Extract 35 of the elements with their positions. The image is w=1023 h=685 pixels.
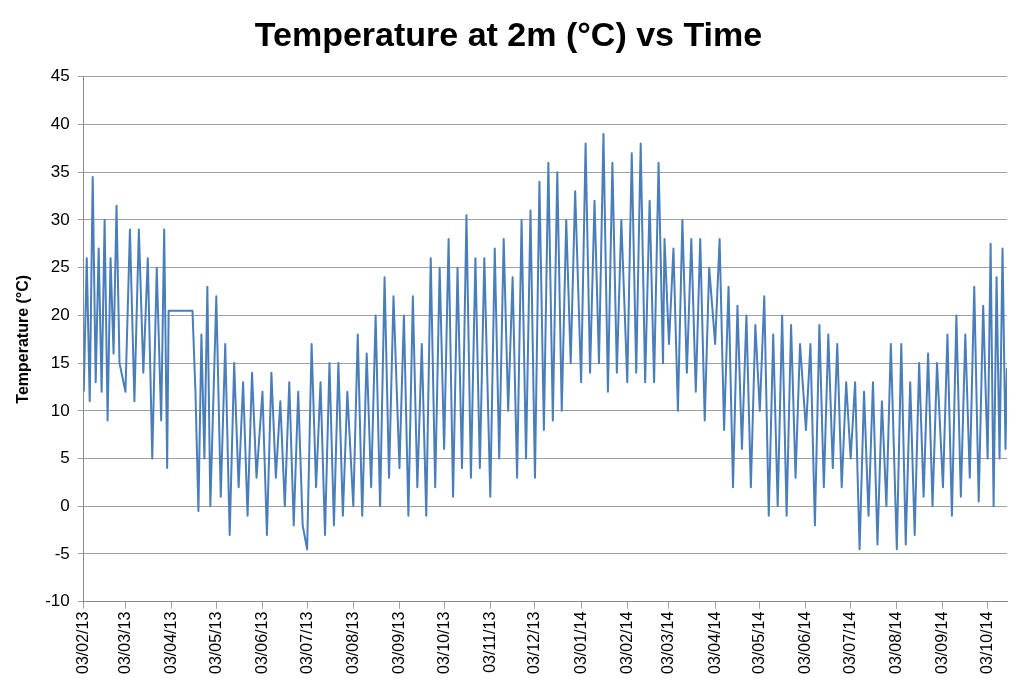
y-tick-label: 0 <box>60 495 70 515</box>
x-tick-label: 03/08/14 <box>887 611 905 674</box>
x-tick-label: 03/07/13 <box>297 611 315 674</box>
x-tick-label: 03/06/13 <box>252 611 270 674</box>
x-tick-label: 03/09/14 <box>933 611 951 674</box>
x-tick-label: 03/08/13 <box>343 611 361 674</box>
y-tick-label: 40 <box>50 114 70 134</box>
y-tick-label: 10 <box>50 400 70 420</box>
y-tick-label: 20 <box>50 305 70 325</box>
x-tick-label: 03/04/13 <box>162 611 180 674</box>
y-tick-label: -5 <box>54 543 70 563</box>
x-tick-label: 03/03/14 <box>659 611 677 674</box>
x-tick-label: 03/02/14 <box>617 611 635 674</box>
x-tick-label: 03/09/13 <box>389 611 407 674</box>
x-tick-label: 03/06/14 <box>796 611 814 674</box>
y-tick-label: 5 <box>60 448 70 468</box>
y-axis-title: Temperature (°C) <box>14 274 32 404</box>
x-tick-label: 03/05/13 <box>206 611 224 674</box>
y-tick-label: 25 <box>50 257 70 277</box>
y-tick-label: -10 <box>45 591 70 611</box>
y-tick-label: 30 <box>50 209 70 229</box>
x-tick-label: 03/07/14 <box>841 611 859 674</box>
y-tick-label: 45 <box>50 66 70 86</box>
x-tick-label: 03/11/13 <box>480 611 498 673</box>
x-tick-label: 03/05/14 <box>750 611 768 674</box>
y-tick-label: 15 <box>50 352 70 372</box>
x-tick-label: 03/12/13 <box>525 611 543 674</box>
y-tick-label: 35 <box>50 161 70 181</box>
x-tick-label: 03/10/14 <box>978 611 996 674</box>
x-tick-label: 03/02/13 <box>74 611 92 674</box>
chart-title: Temperature at 2m (°C) vs Time <box>254 14 763 53</box>
x-tick-label: 03/01/14 <box>571 611 589 674</box>
x-tick-label: 03/03/13 <box>115 611 133 674</box>
x-tick-label: 03/04/14 <box>705 611 723 674</box>
x-tick-label: 03/10/13 <box>434 611 452 674</box>
